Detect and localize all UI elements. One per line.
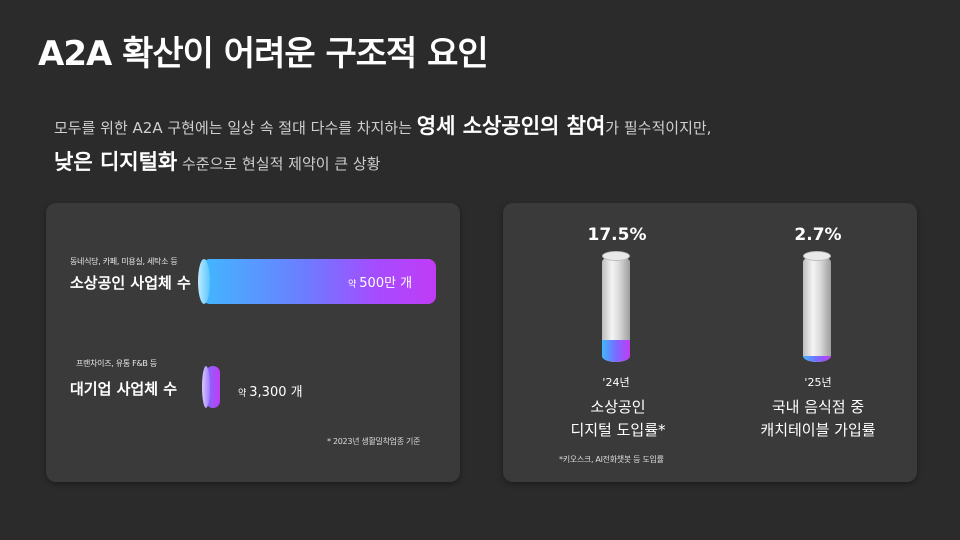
year-label-1: '24년 [576,374,656,390]
subtitle-line-2: 낮은 디지털화 수준으로 현실적 제약이 큰 상황 [54,146,380,176]
adoption-tube-fill-2 [803,356,831,362]
tube-top-2 [803,251,831,261]
tube-top-1 [602,251,630,261]
large-business-label: 대기업 사업체 수 [70,378,177,399]
value-prefix: 약 [238,389,246,399]
subtitle-highlight: 영세 소상공인의 참여 [417,114,606,138]
large-business-bar [206,366,220,408]
year-label-2: '25년 [778,374,858,390]
metric-line: 국내 음식점 중 [748,396,888,419]
metric-label-2: 국내 음식점 중 캐치테이블 가입률 [748,396,888,442]
page-title: A2A 확산이 어려운 구조적 요인 [38,26,488,75]
digital-adoption-card: 17.5% '24년 소상공인 디지털 도입률* *키오스크, AI전화챗봇 등… [503,203,917,482]
subtitle-text: 가 필수적이지만, [605,119,711,137]
subtitle-text: 수준으로 현실적 제약이 큰 상황 [177,155,380,173]
subtitle-line-1: 모두를 위한 A2A 구현에는 일상 속 절대 다수를 차지하는 영세 소상공인… [54,110,711,140]
metric-label-1: 소상공인 디지털 도입률* [558,396,678,442]
adoption-percent-1: 17.5% [577,225,657,245]
value-text: 3,300 개 [249,385,302,400]
small-business-label: 소상공인 사업체 수 [70,272,191,293]
value-text: 500만 개 [359,276,412,291]
large-business-value: 약 3,300 개 [238,381,303,400]
footnote: * 2023년 생활밀착업종 기준 [327,436,420,447]
large-business-examples: 프랜차이즈, 유통 F&B 등 [76,358,157,369]
subtitle-text: 모두를 위한 A2A 구현에는 일상 속 절대 다수를 차지하는 [54,119,417,137]
metric-line: 소상공인 [558,396,678,419]
business-count-card: 동네식당, 카페, 미용실, 세탁소 등 소상공인 사업체 수 약 500만 개 … [46,203,460,482]
footnote: *키오스크, AI전화챗봇 등 도입률 [559,454,664,465]
small-business-examples: 동네식당, 카페, 미용실, 세탁소 등 [70,256,177,267]
metric-line: 캐치테이블 가입률 [748,419,888,442]
subtitle-highlight: 낮은 디지털화 [54,150,177,174]
adoption-tube-2 [803,256,831,362]
adoption-tube-1 [602,256,630,362]
adoption-tube-fill-1 [602,340,630,362]
small-business-value: 약 500만 개 [348,272,412,291]
value-prefix: 약 [348,280,356,290]
metric-line: 디지털 도입률* [558,419,678,442]
adoption-percent-2: 2.7% [778,225,858,245]
